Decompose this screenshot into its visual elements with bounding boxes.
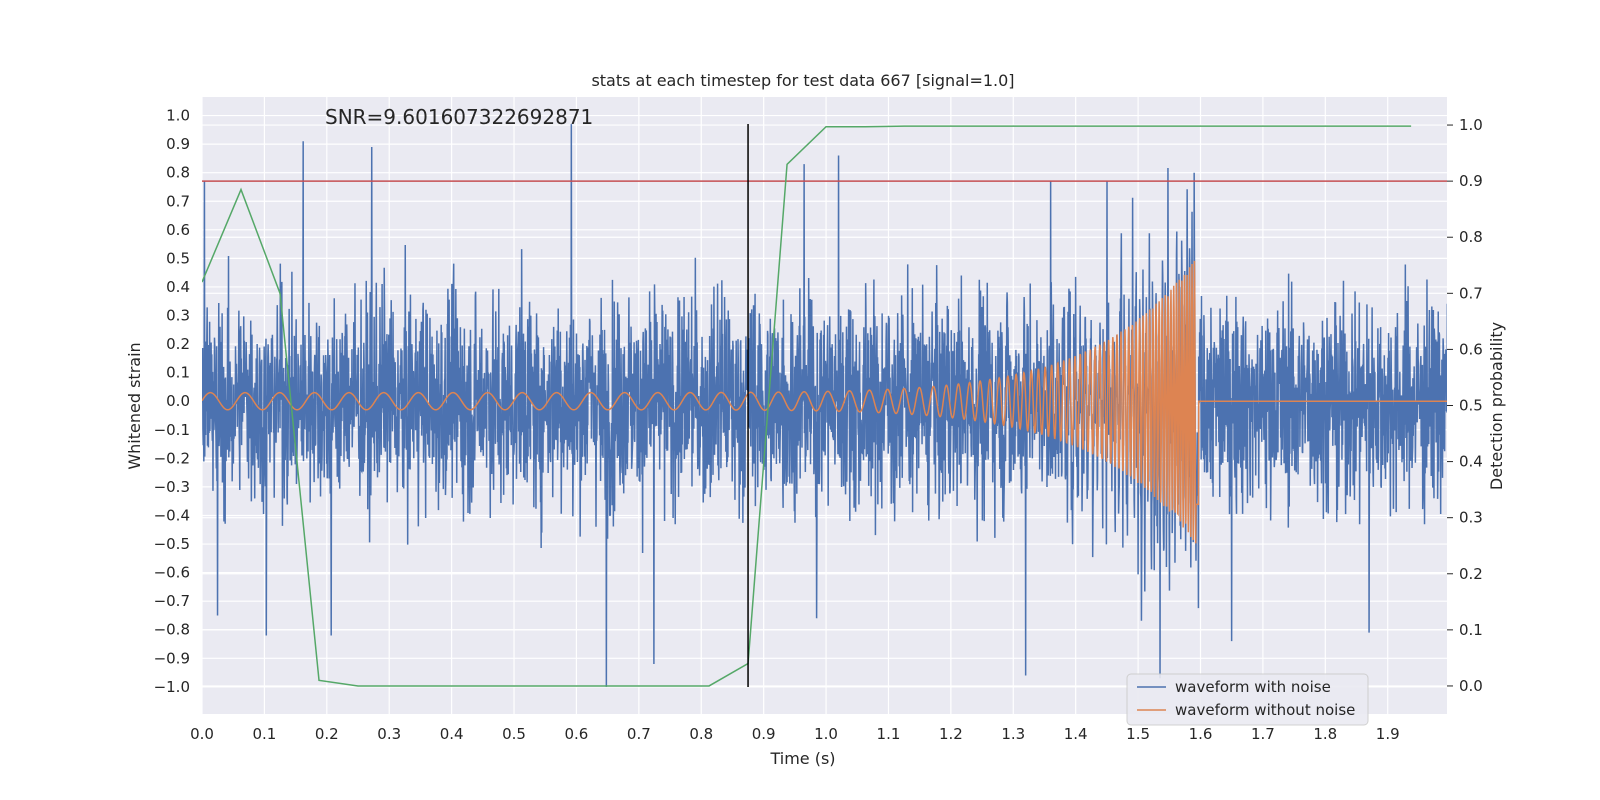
x-tick-label: 1.1 [877,725,901,743]
y-axis-ticks: −1.0 −0.9 −0.8 −0.7 −0.6 −0.5 −0.4 −0.3 −0.2 −0.1… [154,107,190,696]
y-tick-label: −0.6 [154,564,190,582]
x-tick-label: 1.7 [1251,725,1275,743]
x-tick-label: 1.8 [1313,725,1337,743]
y2-tick-label: 0.8 [1459,228,1483,246]
x-tick-label: 0.2 [315,725,339,743]
x-tick-label: 0.1 [252,725,276,743]
x-tick-label: 1.4 [1064,725,1088,743]
y-axis-label: Whitened strain [125,342,144,469]
y2-axis-label: Detection probability [1487,322,1506,490]
y-tick-label: 0.7 [166,192,190,210]
series-waveform-without-noise [202,260,1447,544]
y-tick-label: 0.4 [166,278,190,296]
y-tick-label: 0.6 [166,221,190,239]
x-tick-label: 0.3 [377,725,401,743]
y-tick-label: −0.8 [154,621,190,639]
y2-tick-label: 0.3 [1459,509,1483,527]
y2-tick-label: 1.0 [1459,116,1483,134]
x-tick-label: 0.4 [440,725,464,743]
y-tick-label: −0.9 [154,649,190,667]
y-tick-label: −0.5 [154,535,190,553]
series-detection-probability [202,125,1412,687]
x-tick-label: 0.9 [752,725,776,743]
y-tick-label: 0.5 [166,249,190,267]
x-tick-label: 0.6 [565,725,589,743]
y-tick-label: 0.8 [166,164,190,182]
y-tick-label: −0.7 [154,592,190,610]
y-tick-label: −0.2 [154,449,190,467]
x-tick-label: 1.5 [1126,725,1150,743]
y2-tick-label: 0.2 [1459,565,1483,583]
y2-tick-label: 0.7 [1459,284,1483,302]
legend-label-noisy: waveform with noise [1175,678,1331,696]
x-tick-label: 1.0 [814,725,838,743]
series-waveform-with-noise [202,124,1447,687]
y2-axis-ticks: 0.0 0.1 0.2 0.3 0.4 0.5 0.6 0.7 0.8 0.9 1.0 [1447,116,1483,695]
y2-tick-label: 0.9 [1459,172,1483,190]
y-tick-label: 1.0 [166,107,190,125]
y-tick-label: −0.4 [154,506,190,524]
y-tick-label: 0.2 [166,335,190,353]
x-tick-label: 0.0 [190,725,214,743]
y2-tick-label: 0.4 [1459,453,1483,471]
x-axis-ticks: 0.0 0.1 0.2 0.3 0.4 0.5 0.6 0.7 0.8 0.9 1.0 1.1 1.2 1… [190,725,1400,743]
y2-tick-label: 0.5 [1459,397,1483,415]
y-tick-label: −1.0 [154,678,190,696]
chart-title: stats at each timestep for test data 667… [591,71,1014,90]
snr-annotation: SNR=9.601607322692871 [325,105,593,129]
x-tick-label: 1.2 [939,725,963,743]
x-tick-label: 1.9 [1376,725,1400,743]
y2-tick-label: 0.0 [1459,677,1483,695]
y-tick-label: 0.0 [166,392,190,410]
y-tick-label: 0.1 [166,364,190,382]
y-tick-label: 0.3 [166,307,190,325]
y-tick-label: −0.1 [154,421,190,439]
x-axis-label: Time (s) [769,749,835,768]
legend: waveform with noise waveform without noi… [1126,673,1369,726]
y2-tick-label: 0.1 [1459,621,1483,639]
x-tick-label: 1.3 [1001,725,1025,743]
x-tick-label: 0.7 [627,725,651,743]
legend-label-clean: waveform without noise [1175,701,1355,719]
y-tick-label: 0.9 [166,135,190,153]
x-tick-label: 0.5 [502,725,526,743]
x-tick-label: 1.6 [1189,725,1213,743]
y-tick-label: −0.3 [154,478,190,496]
y2-tick-label: 0.6 [1459,340,1483,358]
x-tick-label: 0.8 [689,725,713,743]
